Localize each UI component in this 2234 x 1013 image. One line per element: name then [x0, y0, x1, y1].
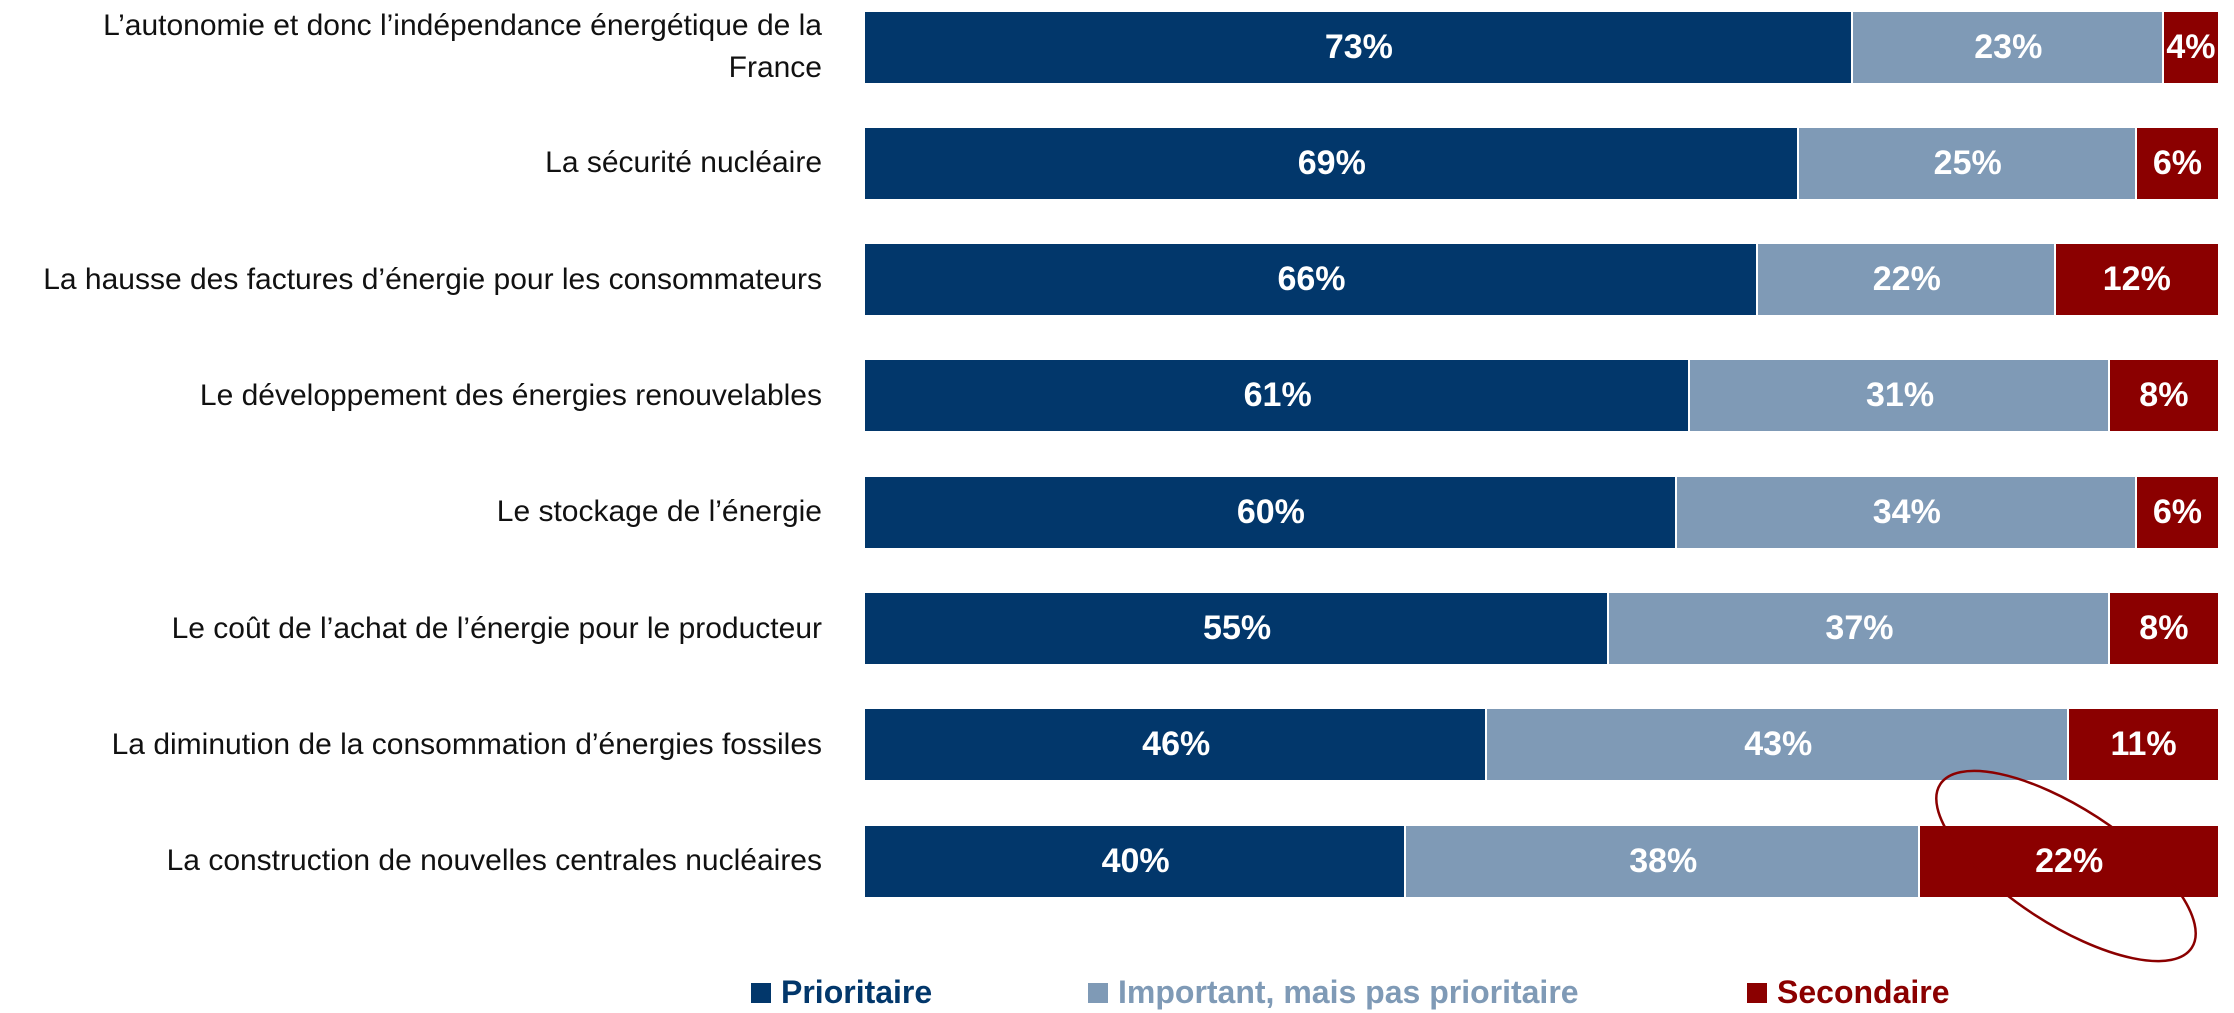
bar-segment	[1852, 11, 2164, 83]
value-label: 25%	[1933, 143, 2002, 182]
value-label: 6%	[2152, 492, 2202, 531]
bar-segment	[1406, 825, 1921, 897]
bar-segment	[1676, 476, 2137, 548]
value-label: 60%	[1236, 492, 1305, 531]
value-label: 8%	[2139, 376, 2189, 415]
legend-swatch	[1747, 982, 1767, 1003]
value-label: 12%	[2102, 260, 2171, 299]
category-label: La diminution de la consommation d’énerg…	[111, 727, 822, 761]
legend-item: Important, mais pas prioritaire	[1088, 974, 1579, 1011]
value-label: 22%	[2035, 841, 2104, 880]
value-label: 37%	[1825, 609, 1894, 647]
bar-segment	[2055, 244, 2218, 316]
bar-segment	[2163, 11, 2218, 83]
legend-label: Important, mais pas prioritaire	[1118, 974, 1579, 1010]
category-label: La hausse des factures d’énergie pour le…	[43, 262, 822, 296]
category-label: Le coût de l’achat de l’énergie pour le …	[171, 611, 822, 645]
value-label: 4%	[2166, 27, 2216, 66]
category-label: La sécurité nucléaire	[545, 146, 822, 180]
bar-segment	[1690, 360, 2110, 432]
value-label: 6%	[2152, 143, 2202, 182]
bar-segment	[1757, 244, 2056, 316]
value-label: 73%	[1324, 27, 1393, 66]
bar-segment	[2136, 476, 2218, 548]
value-label: 11%	[2110, 725, 2177, 764]
legend-swatch	[1088, 982, 1108, 1003]
value-label: 38%	[1629, 841, 1698, 880]
value-label: 46%	[1142, 725, 1211, 764]
bar-segment	[2136, 127, 2218, 199]
legend-swatch	[751, 982, 771, 1003]
legend-label: Secondaire	[1777, 974, 1950, 1010]
category-label: L’autonomie et donc l’indépendance énerg…	[103, 9, 822, 84]
value-label: 23%	[1974, 27, 2043, 66]
value-label: 61%	[1243, 376, 1312, 415]
category-label: Le stockage de l’énergie	[496, 495, 822, 529]
bar-segment	[865, 11, 1853, 83]
bar-segment	[1487, 709, 2070, 781]
category-label: Le développement des énergies renouvelab…	[199, 378, 822, 412]
bar-segment	[865, 825, 1407, 897]
bar-segment	[865, 244, 1758, 316]
value-label: 31%	[1866, 376, 1935, 415]
bar-segment	[1609, 593, 2110, 664]
bar-segment	[865, 709, 1488, 781]
bar-segment	[865, 360, 1691, 432]
category-label: La construction de nouvelles centrales n…	[166, 844, 822, 878]
bar-segment	[865, 127, 1799, 199]
value-label: 55%	[1203, 609, 1272, 647]
legend-item: Prioritaire	[751, 974, 932, 1011]
value-label: 69%	[1297, 143, 1366, 182]
value-label: 43%	[1744, 725, 1813, 764]
bar-segment	[865, 593, 1610, 664]
bar-segment	[2109, 593, 2218, 664]
bar-segment	[1798, 127, 2137, 199]
value-label: 22%	[1872, 260, 1941, 299]
bar-segment	[2069, 709, 2218, 781]
bar-segment	[2109, 360, 2218, 432]
value-label: 40%	[1101, 841, 1170, 880]
legend-label: Prioritaire	[781, 974, 933, 1010]
bar-segment	[865, 476, 1677, 548]
value-label: 34%	[1872, 492, 1941, 531]
value-label: 66%	[1277, 260, 1346, 299]
legend-item: Secondaire	[1747, 974, 1950, 1011]
value-label: 8%	[2139, 609, 2189, 647]
